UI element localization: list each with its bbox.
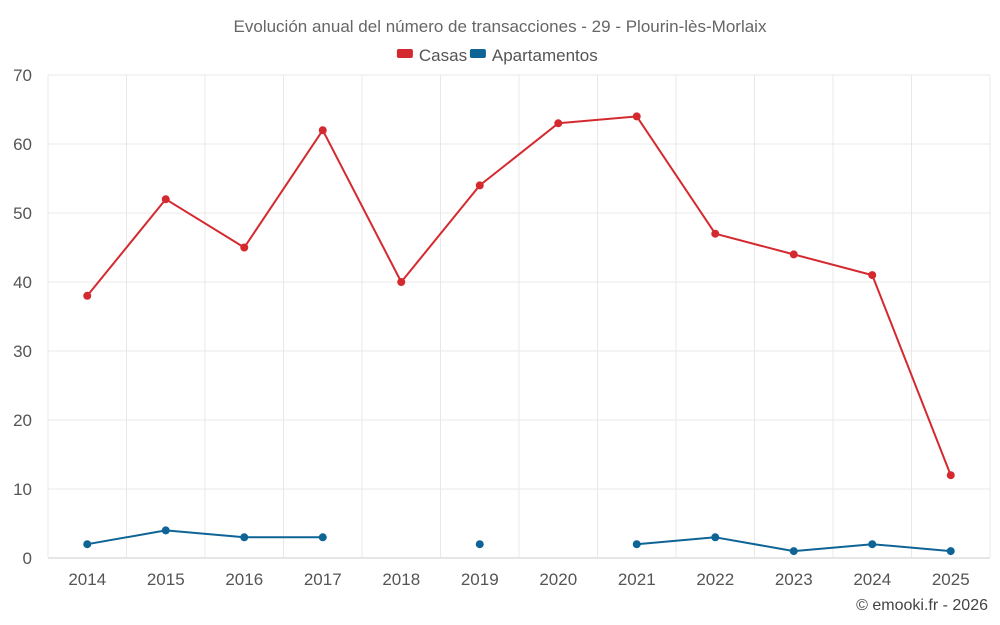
series-casas (83, 112, 955, 480)
data-point-casas (632, 112, 641, 121)
y-tick-label: 20 (13, 411, 32, 430)
x-tick-label: 2017 (304, 570, 342, 589)
x-tick-label: 2024 (853, 570, 891, 589)
data-point-apartamentos (83, 540, 92, 549)
y-tick-label: 60 (13, 135, 32, 154)
y-tick-label: 70 (13, 66, 32, 85)
x-tick-label: 2025 (932, 570, 970, 589)
credit-text: © emooki.fr - 2026 (856, 597, 988, 614)
x-tick-label: 2023 (775, 570, 813, 589)
y-tick-label: 30 (13, 342, 32, 361)
x-tick-label: 2015 (147, 570, 185, 589)
y-axis: 0 10 20 30 40 50 60 70 (13, 66, 32, 568)
x-tick-label: 2021 (618, 570, 656, 589)
legend-swatch-casas (396, 49, 413, 58)
data-point-casas (711, 229, 720, 238)
legend: Casas Apartamentos (396, 46, 598, 65)
series-line-casas (86, 115, 952, 476)
y-tick-label: 40 (13, 273, 32, 292)
data-point-apartamentos (868, 540, 877, 549)
series-group (83, 112, 955, 556)
data-point-casas (554, 119, 563, 128)
data-point-casas (946, 471, 955, 480)
y-tick-label: 0 (23, 549, 32, 568)
x-axis: 2014 2015 2016 2017 2018 2019 2020 2021 2022 2023… (68, 570, 969, 589)
data-point-casas (83, 291, 92, 300)
series-apartamentos (83, 526, 955, 556)
data-point-apartamentos (161, 526, 170, 535)
data-point-casas (475, 181, 484, 190)
legend-swatch-apartamentos (469, 49, 486, 58)
data-point-apartamentos (789, 547, 798, 556)
y-tick-label: 10 (13, 480, 32, 499)
data-point-apartamentos (475, 540, 484, 549)
x-tick-label: 2020 (539, 570, 577, 589)
data-point-casas (240, 243, 249, 252)
data-point-apartamentos (240, 533, 249, 542)
data-point-casas (397, 278, 406, 286)
data-point-casas (789, 250, 798, 259)
data-point-apartamentos (318, 533, 327, 542)
x-tick-label: 2016 (225, 570, 263, 589)
data-point-apartamentos (632, 540, 641, 549)
x-tick-label: 2018 (382, 570, 420, 589)
x-tick-label: 2022 (696, 570, 734, 589)
data-point-apartamentos (946, 547, 955, 556)
chart-title: Evolución anual del número de transaccio… (234, 17, 767, 36)
data-point-casas (868, 271, 877, 280)
data-point-casas (318, 126, 327, 135)
gridlines (47, 74, 991, 559)
x-tick-label: 2014 (68, 570, 106, 589)
legend-label-apartamentos: Apartamentos (492, 46, 598, 65)
data-point-casas (161, 195, 170, 204)
legend-label-casas: Casas (419, 46, 467, 65)
y-tick-label: 50 (13, 204, 32, 223)
data-point-apartamentos (711, 533, 720, 542)
x-tick-label: 2019 (461, 570, 499, 589)
series-line-apartamentos (87, 529, 323, 546)
